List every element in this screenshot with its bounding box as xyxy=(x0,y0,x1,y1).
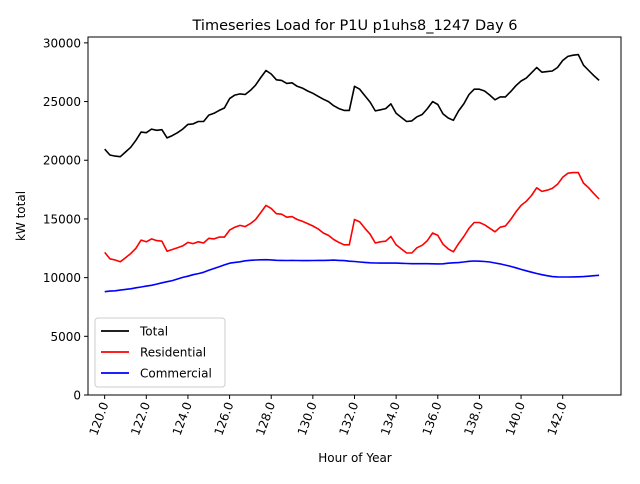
chart-legend: Total Residential Commercial xyxy=(94,317,226,388)
x-axis-label: Hour of Year xyxy=(318,451,392,465)
legend-label-commercial: Commercial xyxy=(140,367,212,381)
series-line-total xyxy=(104,53,600,158)
y-tick-label: 25000 xyxy=(43,95,81,109)
y-axis: 0 5000 10000 15000 20000 25000 30000 xyxy=(43,36,88,403)
series-lines xyxy=(104,53,600,293)
legend-label-total: Total xyxy=(139,325,168,339)
y-tick-label: 15000 xyxy=(43,212,81,226)
y-tick-label: 30000 xyxy=(43,36,81,50)
legend-box xyxy=(94,317,226,388)
y-tick-label: 0 xyxy=(73,389,81,403)
chart-title: Timeseries Load for P1U p1uhs8_1247 Day … xyxy=(192,18,518,34)
legend-label-residential: Residential xyxy=(140,346,206,360)
y-axis-label: kW total xyxy=(14,191,28,241)
y-tick-label: 20000 xyxy=(43,154,81,168)
y-tick-label: 10000 xyxy=(43,271,81,285)
y-tick-label: 5000 xyxy=(50,330,81,344)
series-line-commercial xyxy=(104,258,600,293)
series-line-residential xyxy=(104,171,600,263)
